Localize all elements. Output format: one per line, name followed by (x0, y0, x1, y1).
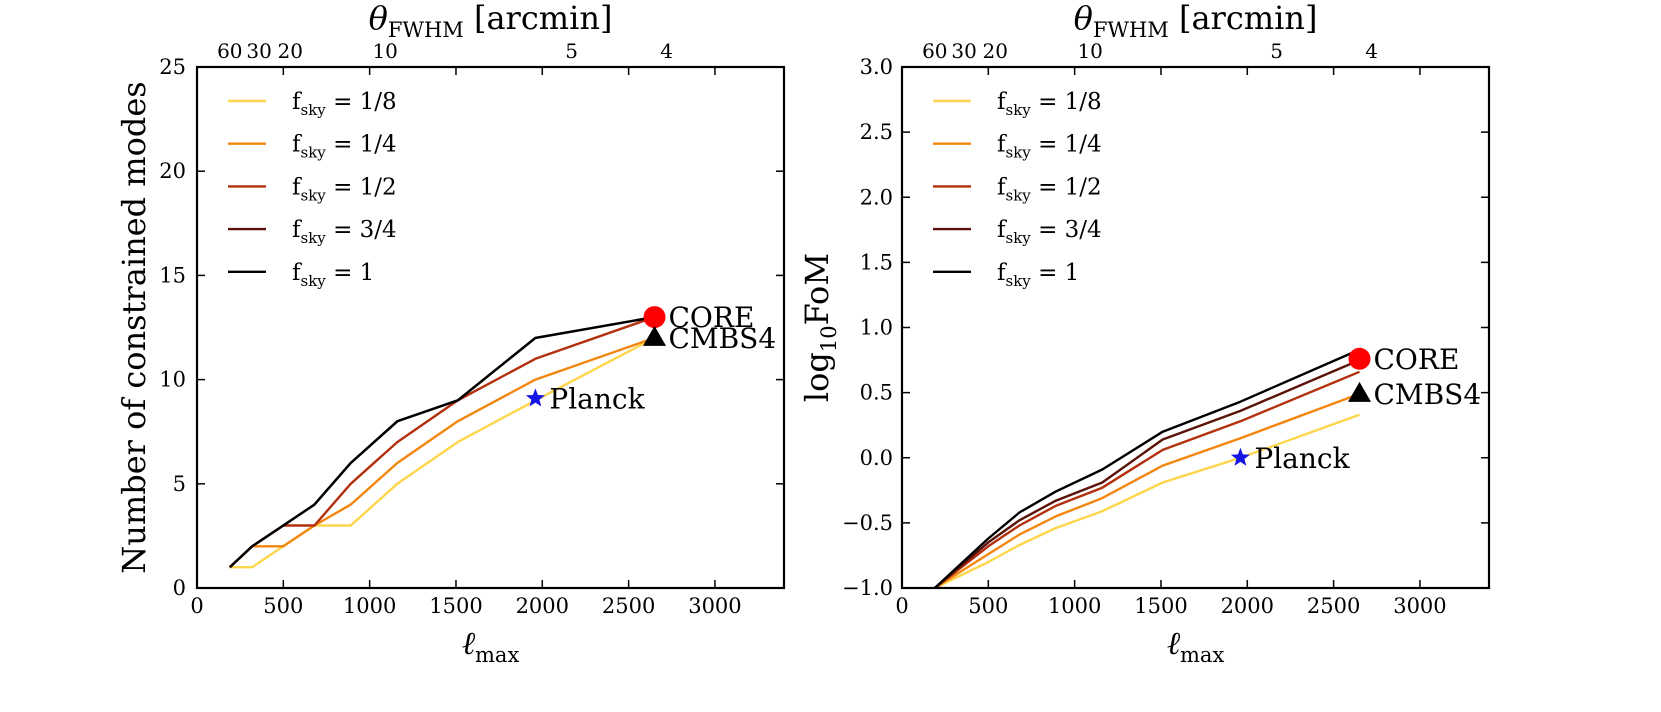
x-tick-label: 500 (968, 594, 1008, 618)
top-tick-label: 60 (217, 39, 242, 63)
top-axis-title: θFWHM [arcmin] (1074, 0, 1318, 42)
x-tick-label: 3000 (688, 594, 741, 618)
y-tick-label: 25 (159, 55, 186, 79)
planck-label: Planck (1254, 442, 1350, 475)
series-line-1 (228, 336, 655, 569)
y-tick-label: 5 (173, 472, 186, 496)
y-tick-label: 0.0 (860, 446, 893, 470)
legend-label-3: fsky = 3/4 (292, 217, 397, 247)
right-chart-panel: 0 500 1000 1500 2000 2500 3000 −1.0 −0.5 0.0 0.5 1.… (798, 0, 1491, 667)
cmbs4-marker (1348, 381, 1372, 402)
x-tick-label: 0 (895, 594, 908, 618)
x-tick-label: 2500 (1307, 594, 1360, 618)
series-line-4 (228, 315, 655, 569)
y-tick-label: 1.5 (860, 250, 893, 274)
series-line-0 (934, 413, 1360, 590)
x-tick-label: 500 (263, 594, 303, 618)
left-chart-panel: 0 500 1000 1500 2000 2500 3000 0 5 10 15 20 25 60 30 20… (115, 0, 786, 667)
top-axis-title: θFWHM [arcmin] (369, 0, 613, 42)
planck-marker (525, 388, 545, 407)
top-tick-label: 5 (1270, 39, 1283, 63)
x-tick-label: 1500 (1134, 594, 1187, 618)
y-axis-title: log10FoM (798, 253, 841, 402)
x-tick-label: 2000 (516, 594, 569, 618)
x-axis-title: ℓmax (462, 624, 520, 667)
legend-label-0: fsky = 1/8 (292, 89, 397, 119)
plot-frame (900, 65, 1491, 590)
legend-label-4: fsky = 1 (997, 260, 1079, 290)
series-line-2 (228, 315, 655, 569)
top-tick-label: 10 (372, 39, 397, 63)
core-label: CORE (669, 301, 755, 334)
x-axis-title: ℓmax (1167, 624, 1225, 667)
legend-label-3: fsky = 3/4 (997, 217, 1102, 247)
planck-marker (1230, 447, 1250, 466)
y-axis-title: Number of constrained modes (115, 81, 153, 573)
y-tick-label: 2.5 (860, 120, 893, 144)
y-tick-label: 15 (159, 263, 186, 287)
series-line-2 (934, 370, 1360, 589)
top-tick-label: 10 (1077, 39, 1102, 63)
legend-label-2: fsky = 1/2 (292, 174, 397, 204)
y-tick-label: −1.0 (842, 576, 893, 600)
x-tick-label: 1000 (1048, 594, 1101, 618)
legend-label-1: fsky = 1/4 (292, 132, 397, 162)
top-tick-label: 20 (278, 39, 303, 63)
y-tick-label: 3.0 (860, 55, 893, 79)
plot-frame (195, 65, 786, 590)
cmbs4-label: CMBS4 (1374, 378, 1482, 411)
y-tick-label: 1.0 (860, 316, 893, 340)
x-tick-label: 1500 (429, 594, 482, 618)
top-tick-label: 60 (922, 39, 947, 63)
legend: fsky = 1/8 fsky = 1/4 fsky = 1/2 fsky = 3/4… (933, 89, 1102, 290)
core-marker (643, 306, 666, 329)
legend: fsky = 1/8 fsky = 1/4 fsky = 1/2 fsky = 3/4… (228, 89, 397, 290)
y-tick-label: 10 (159, 368, 186, 392)
top-tick-label: 20 (983, 39, 1008, 63)
x-tick-label: 3000 (1393, 594, 1446, 618)
series-line-4 (933, 348, 1360, 589)
core-label: CORE (1374, 343, 1460, 376)
y-tick-label: −0.5 (842, 511, 893, 535)
series-line-0 (229, 336, 656, 569)
y-tick-label: 20 (159, 159, 186, 183)
top-tick-label: 30 (246, 39, 271, 63)
top-tick-label: 30 (951, 39, 976, 63)
y-tick-label: 0 (173, 576, 186, 600)
core-marker (1348, 347, 1371, 370)
series-line-1 (934, 392, 1360, 590)
top-tick-label: 4 (1365, 39, 1378, 63)
legend-label-4: fsky = 1 (292, 260, 374, 290)
x-tick-label: 2500 (602, 594, 655, 618)
top-tick-label: 5 (565, 39, 578, 63)
legend-label-1: fsky = 1/4 (997, 132, 1102, 162)
x-tick-label: 2000 (1221, 594, 1274, 618)
x-tick-label: 0 (190, 594, 203, 618)
legend-label-2: fsky = 1/2 (997, 174, 1102, 204)
y-tick-label: 0.5 (860, 381, 893, 405)
top-tick-label: 4 (660, 39, 673, 63)
series-line-3 (934, 358, 1360, 589)
cmbs4-label: CMBS4 (669, 322, 777, 355)
cmbs4-marker (643, 325, 667, 346)
planck-label: Planck (549, 382, 645, 415)
x-tick-label: 1000 (343, 594, 396, 618)
series-line-3 (228, 315, 655, 569)
y-tick-label: 2.0 (860, 185, 893, 209)
legend-label-0: fsky = 1/8 (997, 89, 1102, 119)
